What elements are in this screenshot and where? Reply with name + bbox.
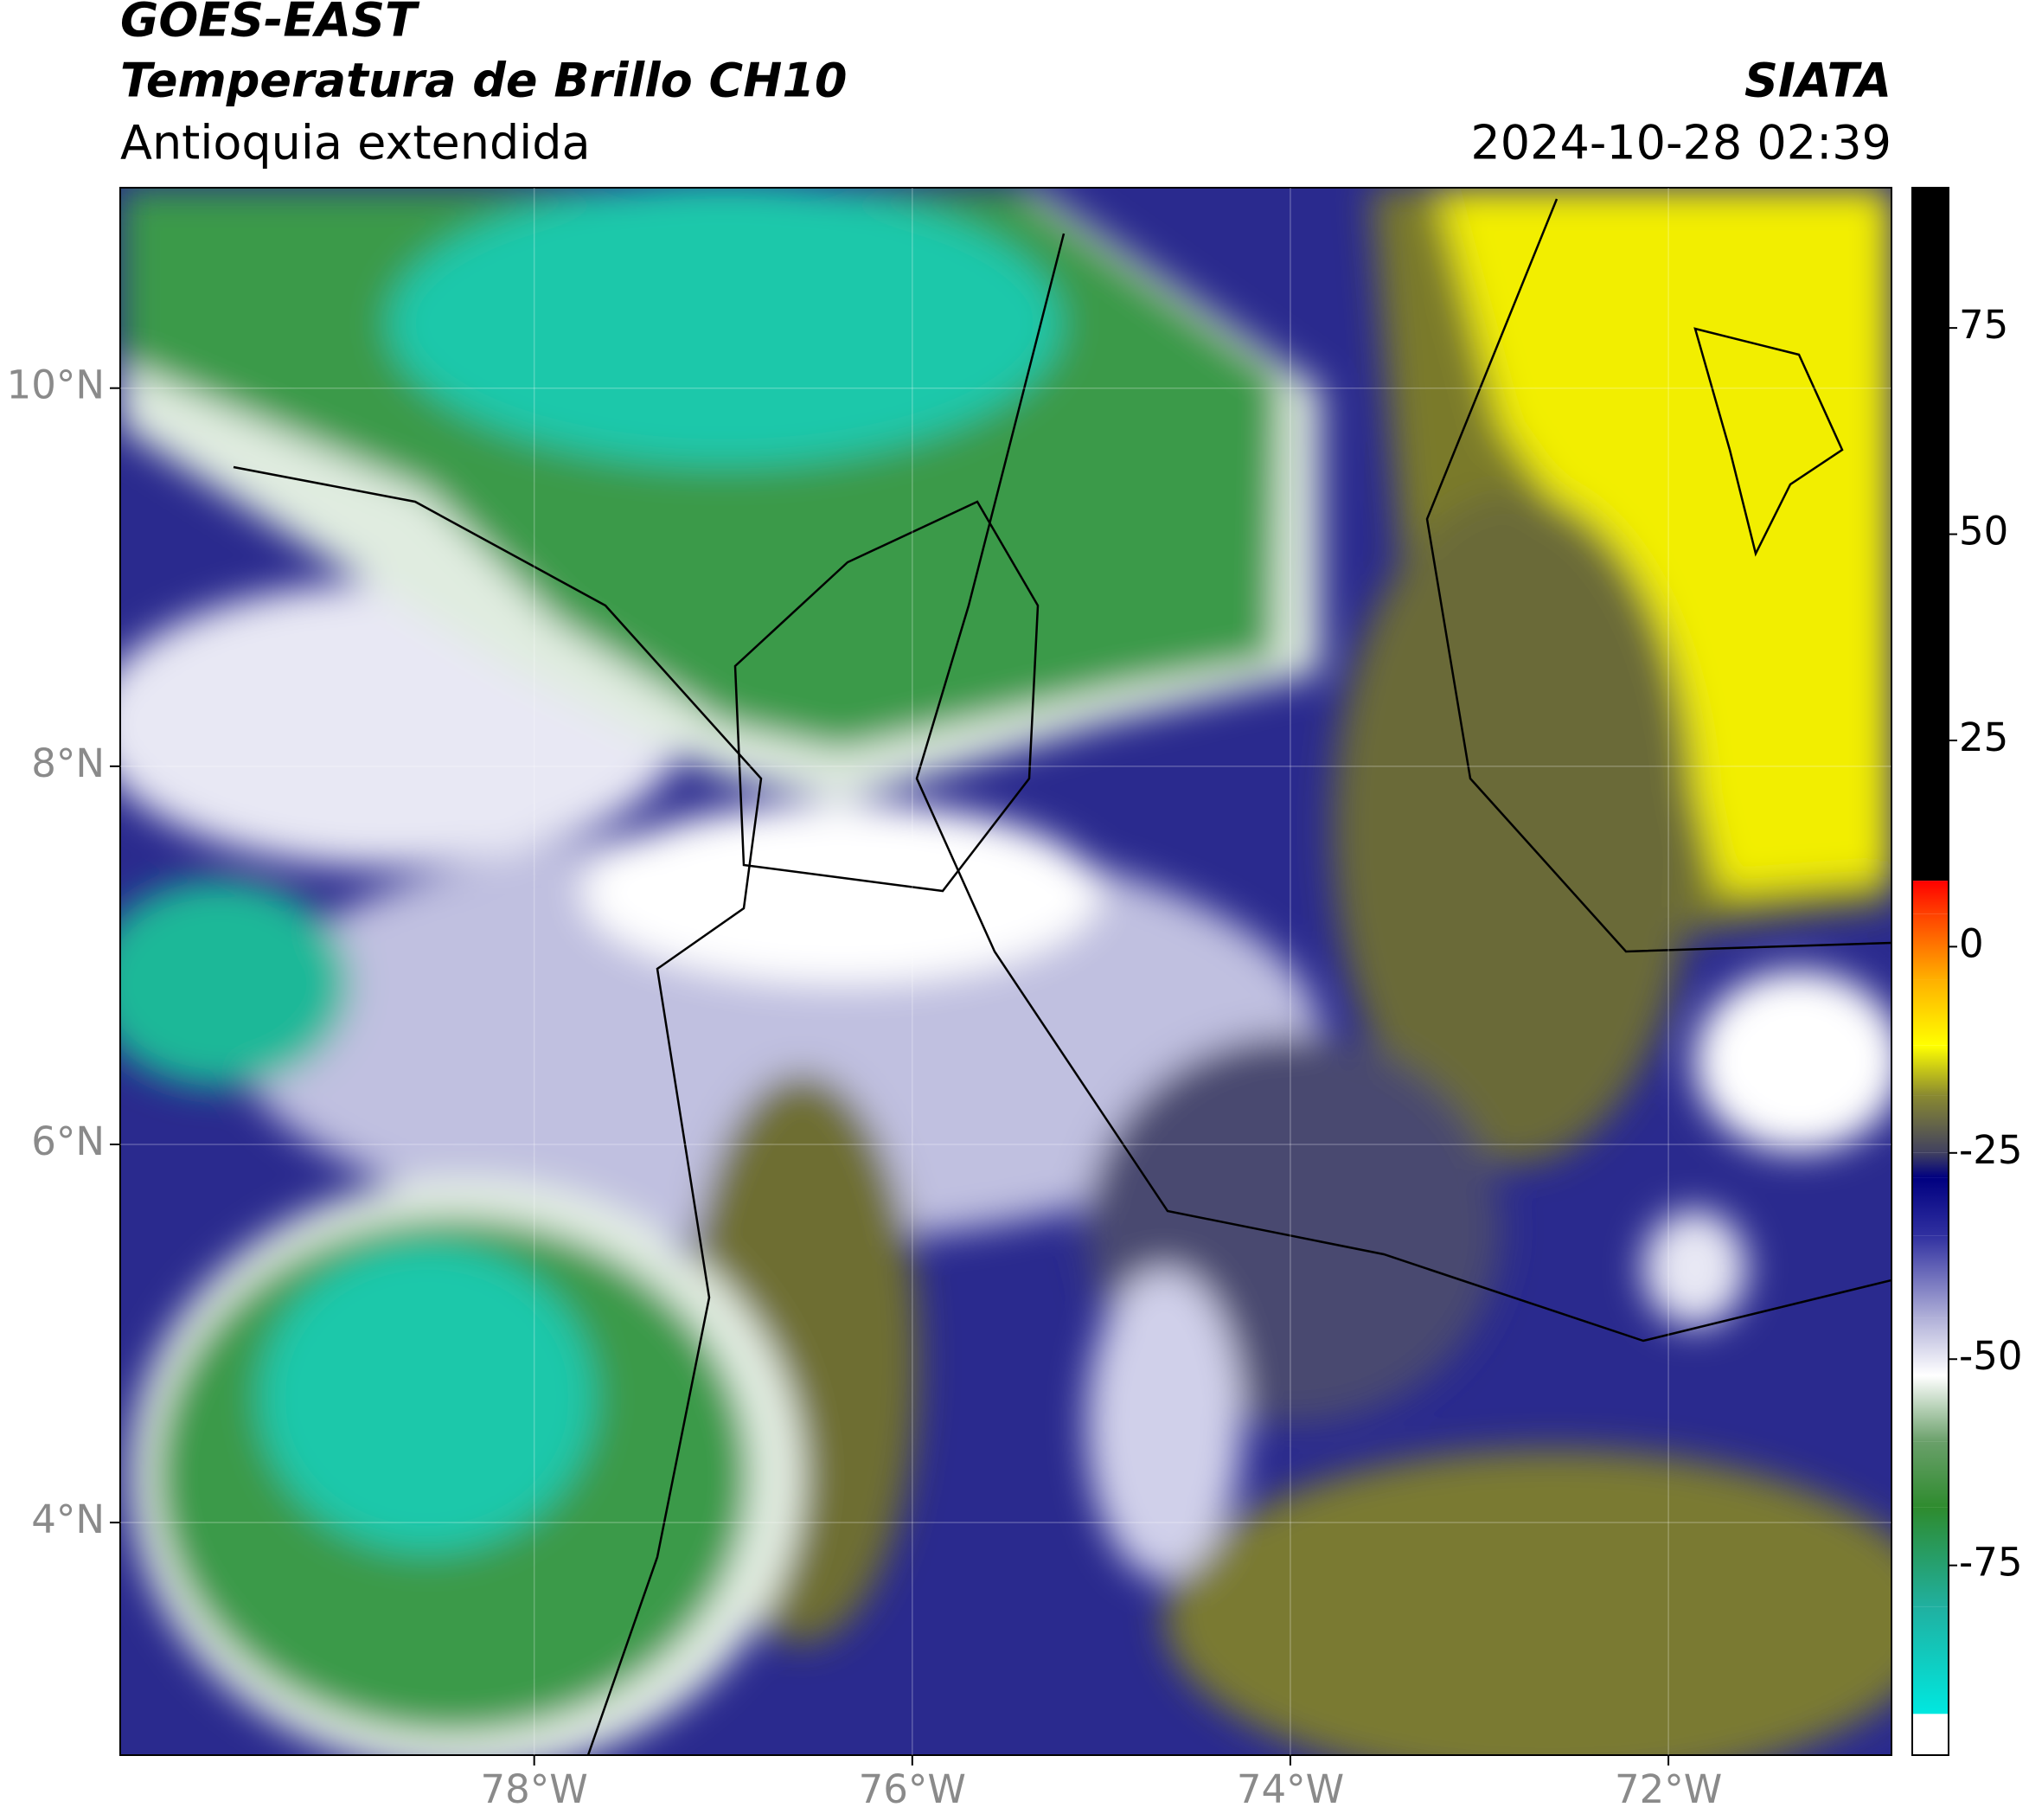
x-tick-label: 78°W — [481, 1766, 588, 1812]
x-tick-label: 74°W — [1237, 1766, 1344, 1812]
colorbar-tick-label: 50 — [1959, 509, 2008, 554]
colorbar-segment — [1912, 1045, 1949, 1096]
colorbar-segment — [1912, 913, 1949, 980]
x-tick-label: 76°W — [859, 1766, 966, 1812]
x-tick-label: 72°W — [1615, 1766, 1722, 1812]
subtitle: Temperatura de Brillo CH10 — [120, 54, 848, 108]
colorbar-tick-label: 25 — [1959, 715, 2008, 760]
colorbar-tick-label: -50 — [1959, 1333, 2023, 1379]
colorbar-segment — [1912, 1152, 1949, 1178]
colorbar-segment — [1912, 188, 1949, 881]
map-frame — [119, 187, 1892, 1756]
colorbar-segment — [1912, 1507, 1949, 1607]
colorbar-segment — [1912, 1095, 1949, 1153]
colorbar-segment — [1912, 1375, 1949, 1442]
source: SIATA — [1744, 54, 1891, 108]
colorbar-segment — [1912, 1606, 1949, 1714]
colorbar-tick-label: 0 — [1959, 920, 1984, 966]
colorbar-segment — [1912, 1177, 1949, 1236]
y-tick-label: 6°N — [31, 1118, 105, 1164]
colorbar-frame — [1911, 187, 1949, 1756]
y-tick-label: 8°N — [31, 740, 105, 786]
colorbar-tick-label: -75 — [1959, 1540, 2023, 1586]
colorbar-segment — [1912, 1714, 1949, 1755]
colorbar-tick-label: -25 — [1959, 1127, 2023, 1173]
satellite-image — [120, 188, 1891, 1755]
colorbar-segment — [1912, 979, 1949, 1046]
colorbar-tick-label: 75 — [1959, 302, 2008, 348]
region: Antioquia extendida — [120, 116, 591, 170]
colorbar-segment — [1912, 1235, 1949, 1318]
colorbar-segment — [1912, 1317, 1949, 1376]
y-tick-label: 4°N — [31, 1496, 105, 1542]
datetime: 2024-10-28 02:39 — [1470, 116, 1891, 170]
colorbar-segment — [1912, 1441, 1949, 1508]
colorbar-segment — [1912, 881, 1949, 914]
y-tick-label: 10°N — [7, 362, 105, 408]
title: GOES-EAST — [120, 0, 420, 48]
